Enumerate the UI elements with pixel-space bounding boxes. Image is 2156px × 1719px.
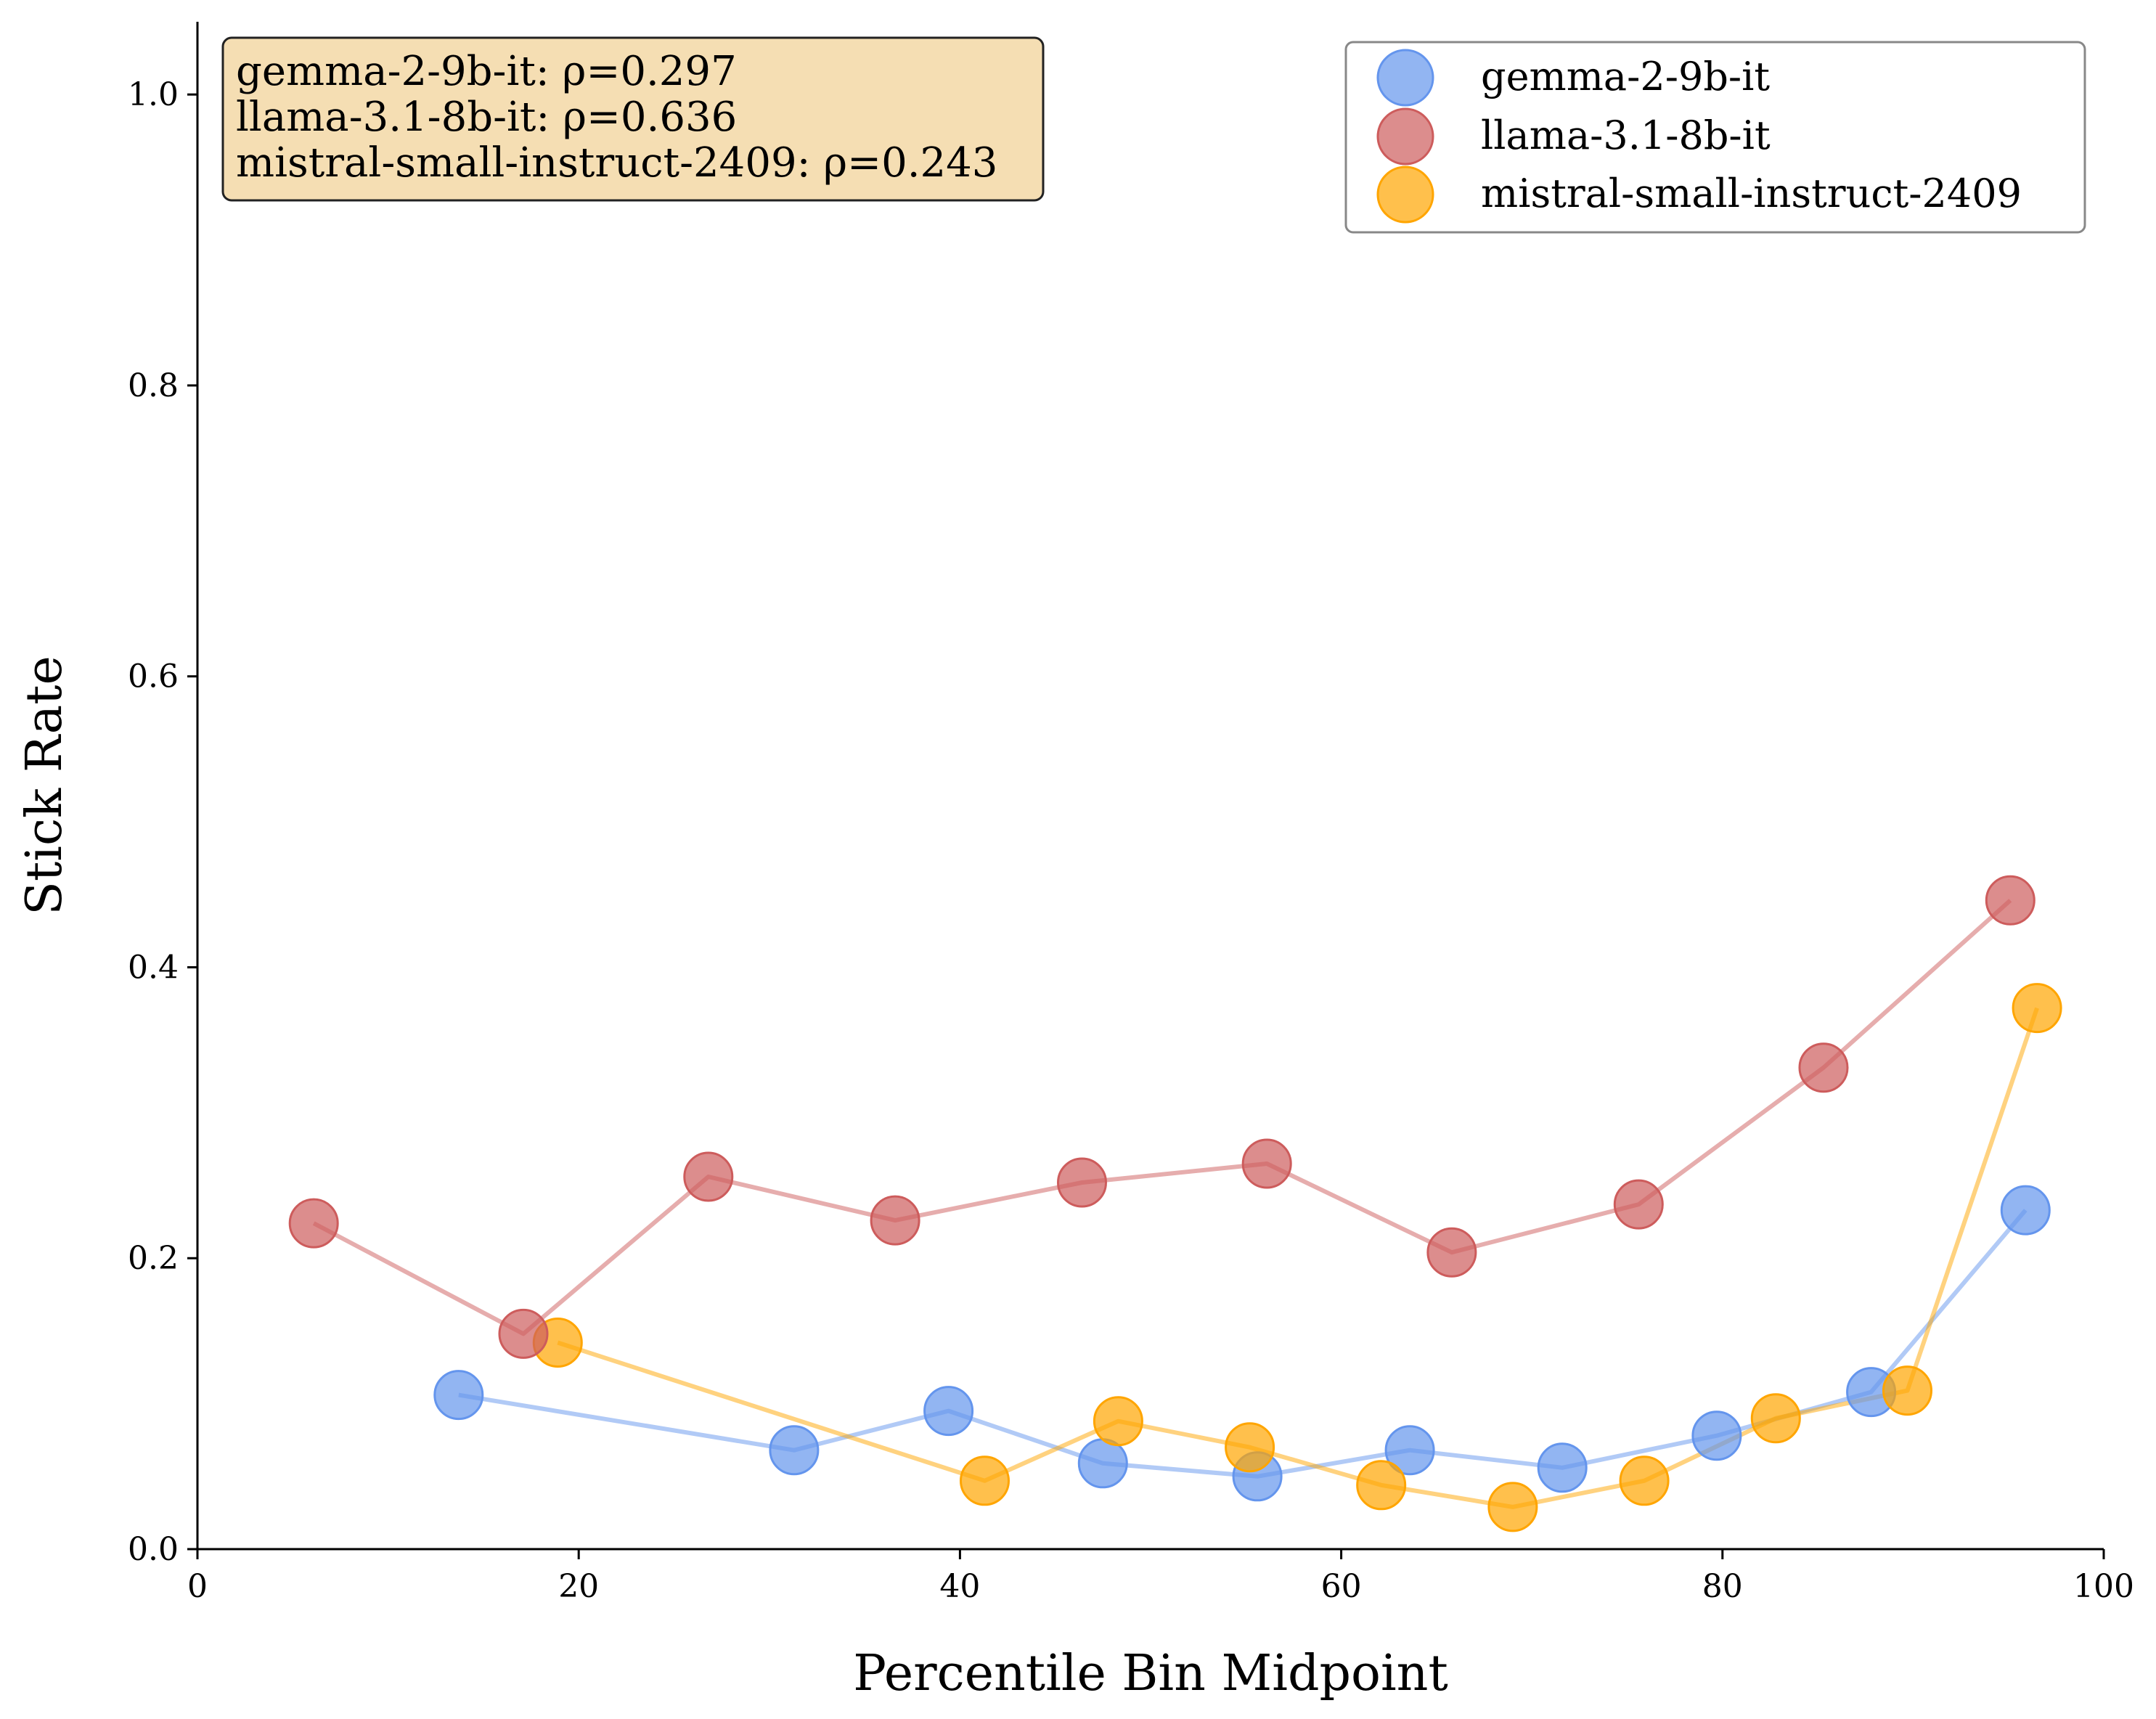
y-tick-label: 0.0 (128, 1531, 179, 1568)
data-point-llama (1057, 1157, 1107, 1208)
series-line-mistral (557, 1007, 2039, 1509)
data-point-gemma (1077, 1438, 1128, 1489)
x-tick-label: 20 (558, 1568, 599, 1605)
data-point-gemma (1384, 1425, 1435, 1476)
y-tick-label: 0.8 (128, 367, 179, 404)
data-point-gemma (923, 1386, 974, 1437)
data-point-mistral (1619, 1455, 1670, 1506)
legend-label-llama: llama-3.1-8b-it (1481, 113, 1771, 158)
legend-frame (1344, 41, 2086, 234)
legend-marker-gemma (1376, 49, 1434, 107)
legend-label-gemma: gemma-2-9b-it (1481, 54, 1770, 99)
data-point-mistral (1750, 1393, 1801, 1444)
annotation-box-background (221, 36, 1045, 202)
legend-marker-mistral (1376, 166, 1434, 224)
data-point-mistral (1225, 1422, 1275, 1473)
data-point-gemma (1691, 1410, 1742, 1461)
data-point-gemma (433, 1370, 484, 1421)
x-ticks: 0 20 40 60 80 100 (187, 1549, 2134, 1605)
x-axis-title: Percentile Bin Midpoint (853, 1645, 1448, 1702)
y-axis-title: Stick Rate (16, 656, 73, 915)
data-point-llama (1426, 1227, 1477, 1278)
legend: gemma-2-9b-it llama-3.1-8b-it mistral-sm… (1344, 41, 2086, 234)
data-point-mistral (1093, 1396, 1143, 1447)
y-tick-label: 0.4 (128, 949, 179, 986)
y-ticks: 0.0 0.2 0.4 0.6 0.8 1.0 (128, 76, 197, 1568)
x-tick-label: 0 (187, 1568, 208, 1605)
data-point-mistral (1356, 1460, 1407, 1511)
data-point-gemma (1537, 1442, 1588, 1493)
data-point-mistral (960, 1455, 1010, 1506)
data-point-llama (683, 1151, 734, 1202)
series-layer (288, 875, 2062, 1532)
data-point-llama (870, 1195, 920, 1246)
annotation-gemma: gemma-2-9b-it: ρ=0.297 (236, 48, 737, 95)
y-tick-label: 1.0 (128, 76, 179, 113)
x-tick-label: 100 (2073, 1568, 2134, 1605)
y-tick-label: 0.6 (128, 658, 179, 695)
legend-label-mistral: mistral-small-instruct-2409 (1481, 171, 2022, 216)
data-point-gemma (769, 1425, 820, 1476)
data-point-llama (288, 1198, 339, 1249)
data-point-gemma (2000, 1185, 2051, 1236)
data-point-llama (1613, 1179, 1664, 1230)
annotation-mistral: mistral-small-instruct-2409: ρ=0.243 (236, 139, 997, 187)
correlation-annotation-box: gemma-2-9b-it: ρ=0.297 llama-3.1-8b-it: … (221, 36, 1045, 202)
data-point-llama (1798, 1042, 1849, 1093)
x-tick-label: 40 (939, 1568, 980, 1605)
y-tick-label: 0.2 (128, 1240, 179, 1277)
data-point-mistral (1487, 1482, 1538, 1532)
data-point-mistral (2012, 983, 2062, 1034)
legend-marker-llama (1376, 107, 1434, 166)
x-tick-label: 60 (1321, 1568, 1362, 1605)
data-point-llama (1985, 875, 2035, 926)
data-point-llama (498, 1308, 549, 1359)
series-line-llama (312, 899, 2012, 1336)
data-point-llama (1241, 1138, 1292, 1189)
annotation-llama: llama-3.1-8b-it: ρ=0.636 (236, 94, 737, 141)
data-point-mistral (1882, 1365, 1932, 1416)
x-tick-label: 80 (1702, 1568, 1743, 1605)
